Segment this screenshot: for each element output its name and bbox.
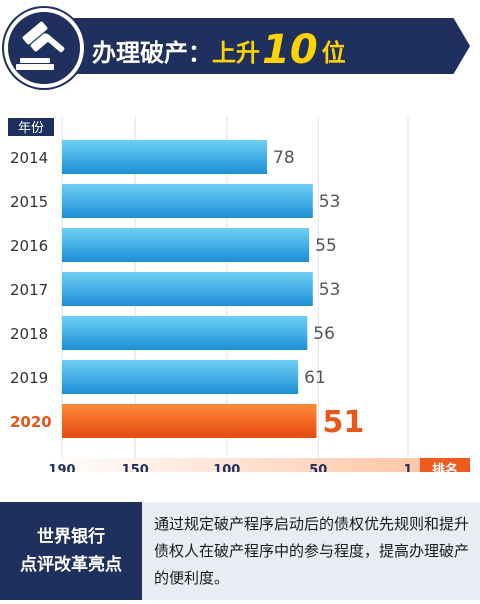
bar-2019 <box>62 360 299 394</box>
value-label-2018: 56 <box>313 324 335 344</box>
value-label-2014: 78 <box>273 148 295 168</box>
value-label-2015: 53 <box>319 192 341 212</box>
bar-2016 <box>62 228 310 262</box>
axis-label: 排名 <box>432 462 458 472</box>
year-label: 2020 <box>10 413 52 431</box>
panel-title-line-1: 世界银行 <box>37 527 105 547</box>
axis-band <box>48 458 420 472</box>
gavel-icon <box>16 21 65 70</box>
panel-title: 世界银行 点评改革亮点 <box>0 502 142 600</box>
year-column-header-bg <box>8 118 54 136</box>
gavel-icon-badge <box>4 8 84 88</box>
chart-bars: 2014 78 2015 53 2016 55 2017 53 2018 56 2019 61 2020… <box>10 140 364 440</box>
year-column-header: 年份 <box>18 121 44 136</box>
bar-2015 <box>62 184 313 218</box>
axis-tick-label: 100 <box>213 463 240 472</box>
year-label: 2016 <box>10 237 48 255</box>
title-banner <box>58 18 470 74</box>
bar-2014 <box>62 140 268 174</box>
title-prefix: 办理破产： <box>92 38 212 67</box>
axis-tick-label: 50 <box>309 463 327 472</box>
title-rise: 上升 <box>212 38 260 67</box>
bar-2017 <box>62 272 313 306</box>
chart-axis: 排名 190 150 100 50 1 <box>48 458 470 472</box>
year-label: 2015 <box>10 193 48 211</box>
year-label: 2019 <box>10 369 48 387</box>
value-label-2020: 51 <box>322 405 364 440</box>
axis-tick-label: 190 <box>48 463 75 472</box>
value-label-2019: 61 <box>304 368 326 388</box>
axis-tick-label: 150 <box>122 463 149 472</box>
year-label: 2014 <box>10 149 48 167</box>
bar-2018 <box>62 316 308 350</box>
title-number: 10 <box>262 27 318 73</box>
value-label-2016: 55 <box>315 236 337 256</box>
panel-title-line-2: 点评改革亮点 <box>20 555 122 575</box>
axis-tick-label: 1 <box>403 463 412 472</box>
year-label: 2017 <box>10 281 48 299</box>
axis-label-bg <box>420 458 470 472</box>
bar-2020 <box>62 404 317 438</box>
year-label: 2018 <box>10 325 48 343</box>
title-suffix: 位 <box>321 38 346 67</box>
panel-text: 通过规定破产程序启动后的债权优先规则和提升债权人在破产程序中的参与程度，提高办理… <box>142 502 480 600</box>
value-label-2017: 53 <box>319 280 341 300</box>
page-title: 办理破产： 上升 10 位 <box>92 30 346 70</box>
